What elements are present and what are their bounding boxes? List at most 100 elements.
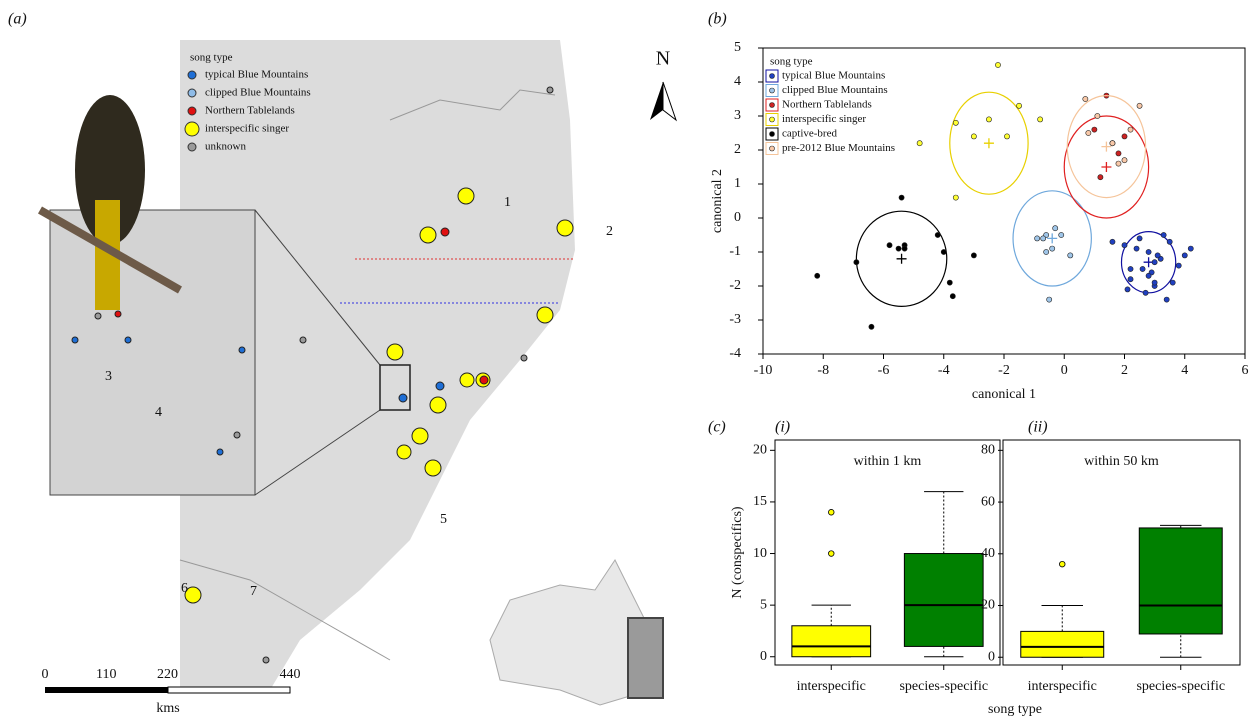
confidence-ellipse xyxy=(1063,115,1150,219)
photo-label: 1 xyxy=(504,195,511,210)
legend-label: interspecific singer xyxy=(782,113,866,125)
legend-label: clipped Blue Mountains xyxy=(205,87,311,99)
point xyxy=(886,242,893,249)
state-border xyxy=(389,89,556,121)
legend-marker xyxy=(187,70,197,80)
legend-label: interspecific singer xyxy=(205,123,289,135)
x-tick-label: -6 xyxy=(878,363,890,378)
point xyxy=(814,272,821,279)
centroid xyxy=(1101,141,1112,152)
x-tick-label: -4 xyxy=(938,363,950,378)
point xyxy=(1139,266,1146,272)
point xyxy=(1046,296,1053,303)
x-tick-label: -8 xyxy=(817,363,829,378)
panel-label: (a) xyxy=(8,11,27,28)
y-tick-label: 40 xyxy=(981,546,995,561)
legend-marker xyxy=(187,88,197,98)
legend-marker xyxy=(769,73,775,79)
x-tick-label: interspecific xyxy=(1028,679,1097,694)
scale-tick-label: 440 xyxy=(280,667,301,682)
y-tick-label: 1 xyxy=(734,176,741,191)
land xyxy=(180,40,575,690)
y-tick-label: 60 xyxy=(981,494,995,509)
y-axis-label: N (conspecifics) xyxy=(730,506,745,598)
y-tick-label: 5 xyxy=(734,40,741,55)
y-tick-label: 5 xyxy=(760,597,767,612)
x-tick-label: interspecific xyxy=(797,679,866,694)
point xyxy=(1097,174,1104,181)
x-tick-label: -10 xyxy=(754,363,773,378)
point xyxy=(1082,96,1089,102)
scale-unit: kms xyxy=(156,701,179,716)
point xyxy=(895,245,902,252)
y-tick-label: -1 xyxy=(729,244,741,259)
point xyxy=(1127,276,1134,283)
confidence-ellipse xyxy=(1012,190,1092,287)
photo-label: 6 xyxy=(181,581,188,596)
y-tick-label: -4 xyxy=(729,346,741,361)
x-tick-label: 2 xyxy=(1121,363,1128,378)
plot-frame xyxy=(1002,439,1241,666)
point xyxy=(952,119,959,126)
point xyxy=(1136,102,1143,109)
point xyxy=(1154,252,1161,259)
map-points xyxy=(71,86,574,664)
point xyxy=(1085,130,1092,136)
legend-label: typical Blue Mountains xyxy=(205,69,308,81)
photo-label: 7 xyxy=(250,584,257,599)
scale-bar xyxy=(45,686,291,694)
legend-marker xyxy=(769,102,775,108)
point xyxy=(1016,102,1022,109)
point xyxy=(1145,249,1152,255)
point xyxy=(901,245,908,252)
centroid xyxy=(896,253,907,264)
x-tick-label: 0 xyxy=(1061,363,1068,378)
point xyxy=(1163,296,1170,303)
legend-label: clipped Blue Mountains xyxy=(782,84,888,96)
legend-label: Northern Tablelands xyxy=(782,99,872,111)
box xyxy=(903,553,984,647)
point xyxy=(946,279,953,286)
point xyxy=(1136,235,1143,242)
legend-marker xyxy=(769,145,775,152)
x-axis-label: song type xyxy=(988,702,1042,717)
panel-label: (i) xyxy=(775,419,790,436)
point xyxy=(1091,126,1098,133)
point xyxy=(1034,235,1041,242)
point xyxy=(1043,249,1050,255)
y-tick-label: 4 xyxy=(734,74,741,89)
point xyxy=(1151,279,1158,286)
x-tick-label: species-specific xyxy=(1136,679,1225,694)
legend-label: pre-2012 Blue Mountains xyxy=(782,142,895,154)
scale-tick-label: 220 xyxy=(157,667,178,682)
panel-label: (b) xyxy=(708,11,727,28)
legend-marker xyxy=(187,142,197,152)
panel-title: within 1 km xyxy=(854,454,922,469)
point xyxy=(898,194,905,201)
point xyxy=(1094,113,1101,119)
confidence-ellipse xyxy=(855,210,948,307)
photo-label: 3 xyxy=(105,369,112,384)
point xyxy=(1052,225,1059,232)
point xyxy=(1166,238,1173,245)
point xyxy=(1151,259,1158,266)
box xyxy=(1020,630,1105,658)
point xyxy=(1109,238,1116,245)
y-tick-label: 15 xyxy=(753,494,767,509)
confidence-ellipse xyxy=(1120,231,1177,294)
point xyxy=(1187,245,1194,252)
y-tick-label: 80 xyxy=(981,443,995,458)
point xyxy=(916,140,923,147)
legend-title: song type xyxy=(190,52,233,64)
confidence-ellipse xyxy=(1066,95,1147,199)
photo-label: 5 xyxy=(440,512,447,527)
point xyxy=(1127,126,1134,133)
legend-box xyxy=(765,84,779,97)
x-tick-label: 4 xyxy=(1181,363,1188,378)
legend-label: typical Blue Mountains xyxy=(782,70,885,82)
plot-frame xyxy=(774,439,1001,666)
box xyxy=(1138,527,1223,635)
scale-tick-label: 110 xyxy=(96,667,116,682)
point xyxy=(1121,157,1128,164)
